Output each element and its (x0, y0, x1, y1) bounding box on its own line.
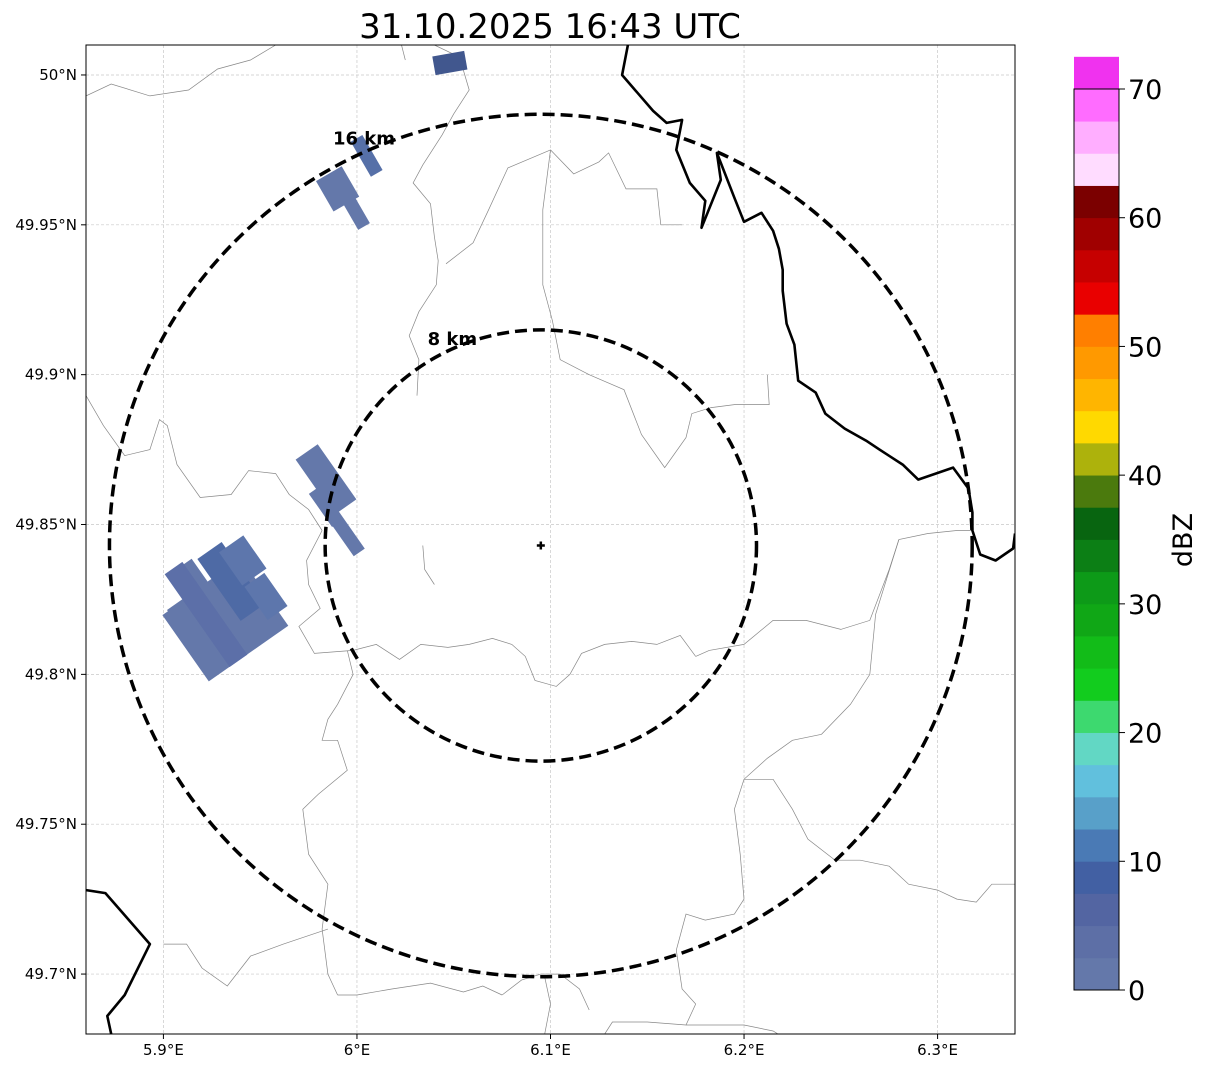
admin-boundary-line (302, 650, 354, 996)
range-ring-labels: 8 km 16 km (333, 128, 477, 350)
admin-boundaries (86, 45, 1015, 1034)
colorbar-segment (1074, 829, 1119, 862)
colorbar-tick-label: 70 (1128, 75, 1162, 106)
y-tick-label: 50°N (39, 66, 77, 84)
colorbar-segment (1074, 861, 1119, 894)
admin-boundary-line (685, 1003, 697, 1026)
colorbar-segment (1074, 249, 1119, 283)
colorbar-tick-label: 60 (1128, 204, 1162, 235)
colorbar-segment (1074, 764, 1119, 798)
admin-boundary-line (408, 45, 470, 396)
colorbar-segment (1074, 603, 1119, 637)
colorbar-segment (1074, 153, 1119, 186)
colorbar-segment (1074, 700, 1119, 733)
colorbar-segment (1074, 507, 1119, 540)
colorbar-segment (1074, 571, 1119, 605)
admin-boundary-line (550, 149, 683, 226)
colorbar-segment (1074, 796, 1119, 830)
admin-boundary-line (695, 530, 973, 657)
colorbar-segment (1074, 636, 1119, 669)
country-border-line (86, 888, 152, 1034)
y-tick-label: 49.75°N (15, 815, 77, 833)
admin-boundary-line (337, 982, 503, 996)
range-ring-label: 8 km (428, 329, 478, 350)
colorbar-segment (1074, 378, 1119, 412)
colorbar-segment (1074, 925, 1119, 959)
radar-center-marker (536, 541, 545, 550)
colorbar-segment (1074, 539, 1119, 573)
admin-boundary-line (298, 530, 696, 687)
y-tick-label: 49.9°N (25, 366, 77, 384)
colorbar-segments (1074, 56, 1119, 991)
y-tick-label: 49.85°N (15, 516, 77, 534)
radar-echo (197, 542, 265, 621)
colorbar-label: dBZ (1168, 513, 1199, 567)
x-tick-label: 6.1°E (530, 1041, 571, 1059)
x-tick-label: 6.3°E (917, 1041, 958, 1059)
colorbar-segment (1074, 89, 1119, 122)
colorbar-segment (1074, 282, 1119, 315)
colorbar-tick-label: 30 (1128, 590, 1162, 621)
radar-echo (244, 572, 288, 620)
y-tick-label: 49.95°N (15, 216, 77, 234)
colorbar-frame (1073, 88, 1120, 991)
radar-echo (432, 50, 468, 76)
admin-boundary-line (544, 977, 551, 1034)
admin-boundary-line (542, 149, 770, 469)
colorbar-segment (1074, 121, 1119, 154)
range-ring-16km (107, 112, 974, 979)
range-ring-8km (323, 328, 759, 763)
admin-boundary-line (163, 928, 329, 987)
radar-echo (164, 561, 248, 667)
colorbar-ticks: 0 10 20 30 40 50 60 70 (1119, 75, 1162, 1007)
x-tick-label: 5.9°E (143, 1041, 184, 1059)
admin-boundary-line (445, 149, 551, 265)
radar-echo (295, 444, 357, 515)
range-rings (107, 112, 974, 979)
admin-boundary-line (501, 973, 590, 1011)
y-tick-label: 49.8°N (25, 665, 77, 683)
admin-boundary-line (86, 395, 323, 531)
colorbar: 0 10 20 30 40 50 60 70 dBZ (1073, 56, 1199, 1007)
admin-boundary-line (401, 45, 406, 61)
colorbar-segment (1074, 346, 1119, 380)
colorbar-tick-label: 0 (1128, 976, 1145, 1007)
colorbar-tick-label: 50 (1128, 332, 1162, 363)
colorbar-segment (1074, 893, 1119, 927)
radar-echo (350, 135, 383, 177)
radar-echo (316, 166, 360, 212)
x-tick-label: 6.2°E (724, 1041, 765, 1059)
y-tick-label: 49.7°N (25, 965, 77, 983)
colorbar-tick-label: 10 (1128, 847, 1162, 878)
colorbar-segment (1074, 957, 1119, 991)
range-ring-label: 16 km (333, 128, 395, 149)
radar-echo (219, 535, 267, 586)
map-title: 31.10.2025 16:43 UTC (359, 7, 741, 47)
admin-boundary-line (744, 778, 1015, 903)
colorbar-segment (1074, 668, 1119, 701)
colorbar-segment (1074, 217, 1119, 251)
colorbar-tick-label: 40 (1128, 461, 1162, 492)
colorbar-tick-label: 20 (1128, 719, 1162, 750)
latitude-ticks: 50°N 49.95°N 49.9°N 49.85°N 49.8°N 49.75°N 49.… (15, 66, 86, 983)
longitude-ticks: 5.9°E 6°E 6.1°E 6.2°E 6.3°E (143, 1034, 958, 1059)
colorbar-segment (1074, 442, 1119, 476)
x-tick-label: 6°E (344, 1041, 371, 1059)
colorbar-segment (1074, 732, 1119, 766)
admin-boundary-line (422, 545, 435, 585)
colorbar-segment (1074, 410, 1119, 444)
admin-boundary-line (675, 539, 900, 1005)
colorbar-segment (1074, 56, 1119, 90)
admin-boundary-line (86, 45, 276, 97)
map-area: 8 km 16 km 5.9°E 6°E 6.1°E 6.2°E 6.3°E 50°N 49… (15, 44, 1016, 1059)
colorbar-segment (1074, 314, 1119, 347)
radar-echo (310, 486, 365, 557)
radar-echoes (162, 50, 468, 682)
colorbar-segment (1074, 185, 1119, 219)
colorbar-segment (1074, 475, 1119, 508)
